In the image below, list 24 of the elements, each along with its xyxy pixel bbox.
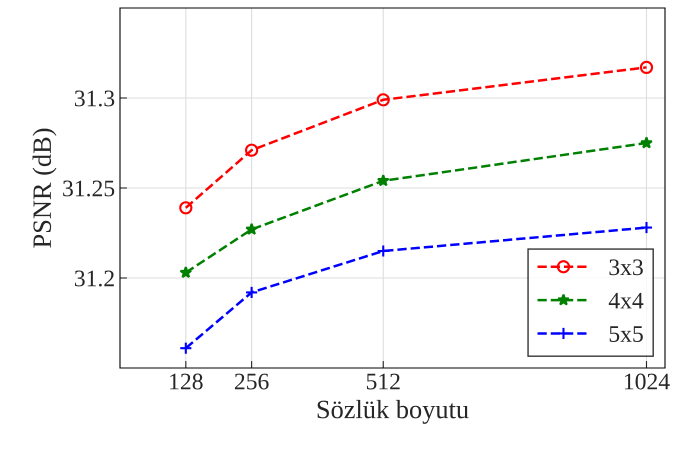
point — [245, 222, 258, 235]
y-axis-title: PSNR (dB) — [32, 128, 56, 248]
point — [640, 136, 653, 149]
point — [376, 93, 390, 106]
x-tick-label: 128 — [170, 374, 203, 390]
point — [376, 174, 390, 186]
y-tick-label: 31.25 — [63, 180, 114, 197]
point — [179, 201, 192, 214]
x-tick-label: 1024 — [624, 374, 670, 390]
point — [245, 144, 258, 157]
y-tick-label: 31.2 — [74, 270, 114, 287]
x-tick-label: 256 — [234, 374, 269, 390]
x-tick-label: 512 — [366, 374, 400, 390]
legend-label: 5x5 — [610, 326, 643, 342]
point — [245, 286, 258, 299]
point — [640, 60, 654, 74]
point — [640, 221, 654, 234]
legend-label: 4x4 — [608, 292, 644, 308]
legend-label: 3x3 — [609, 259, 643, 276]
point — [179, 342, 192, 355]
y-tick-label: 31.3 — [74, 90, 114, 107]
point — [179, 266, 192, 278]
x-axis-title: Sözlük boyutu — [318, 400, 469, 424]
point — [376, 244, 390, 258]
